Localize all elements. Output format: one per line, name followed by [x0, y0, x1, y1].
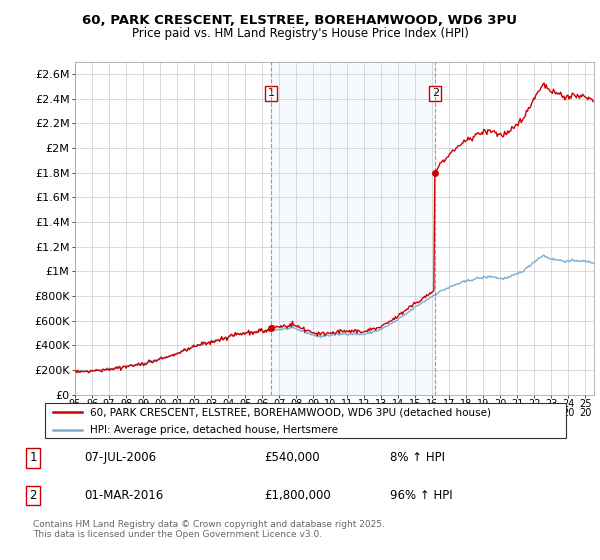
Text: 60, PARK CRESCENT, ELSTREE, BOREHAMWOOD, WD6 3PU (detached house): 60, PARK CRESCENT, ELSTREE, BOREHAMWOOD,…: [89, 407, 491, 417]
Text: £540,000: £540,000: [264, 451, 320, 464]
FancyBboxPatch shape: [44, 403, 566, 438]
Text: HPI: Average price, detached house, Hertsmere: HPI: Average price, detached house, Hert…: [89, 424, 338, 435]
Text: 01-MAR-2016: 01-MAR-2016: [84, 489, 163, 502]
Text: £1,800,000: £1,800,000: [264, 489, 331, 502]
Text: 96% ↑ HPI: 96% ↑ HPI: [390, 489, 452, 502]
Text: 2: 2: [431, 88, 439, 98]
Text: 2: 2: [29, 489, 37, 502]
Text: Price paid vs. HM Land Registry's House Price Index (HPI): Price paid vs. HM Land Registry's House …: [131, 27, 469, 40]
Text: Contains HM Land Registry data © Crown copyright and database right 2025.
This d: Contains HM Land Registry data © Crown c…: [33, 520, 385, 539]
Text: 1: 1: [268, 88, 275, 98]
Text: 1: 1: [29, 451, 37, 464]
Bar: [271, 62, 435, 395]
Text: 60, PARK CRESCENT, ELSTREE, BOREHAMWOOD, WD6 3PU: 60, PARK CRESCENT, ELSTREE, BOREHAMWOOD,…: [83, 14, 517, 27]
Text: 07-JUL-2006: 07-JUL-2006: [84, 451, 156, 464]
Text: 8% ↑ HPI: 8% ↑ HPI: [390, 451, 445, 464]
